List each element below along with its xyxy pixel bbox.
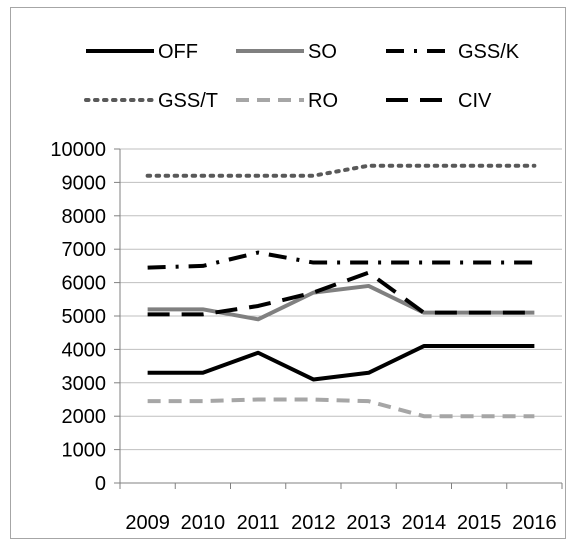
x-tick-label: 2016 [512, 512, 557, 534]
y-tick-label: 4000 [62, 339, 107, 361]
y-tick-label: 7000 [62, 239, 107, 261]
legend-label-gss-k: GSS/K [458, 41, 520, 63]
y-tick-label: 6000 [62, 273, 107, 295]
axes [114, 148, 563, 489]
y-axis-ticks: 0 1000 2000 3000 4000 5000 6000 7000 8000 9000 100… [50, 139, 106, 495]
series-line-gss-k [147, 250, 535, 270]
x-axis-ticks: 2009 2010 2011 2012 2013 2014 2015 2016 [125, 512, 556, 534]
legend-label-civ: CIV [458, 90, 492, 112]
x-tick-label: 2011 [237, 512, 280, 534]
series-line-ro [147, 397, 535, 419]
x-tick-label: 2010 [181, 512, 226, 534]
legend-label-gss-t: GSS/T [158, 90, 218, 112]
series-line-off [147, 344, 535, 382]
x-tick-label: 2013 [346, 512, 391, 534]
y-tick-label: 3000 [62, 373, 107, 395]
legend-label-so: SO [308, 41, 337, 63]
y-tick-label: 8000 [62, 206, 107, 228]
y-tick-label: 2000 [62, 406, 107, 428]
legend-label-ro: RO [308, 90, 338, 112]
gridlines [120, 148, 562, 451]
series-lines [145, 163, 537, 419]
x-tick-label: 2015 [457, 512, 502, 534]
x-tick-label: 2009 [125, 512, 170, 534]
y-tick-label: 0 [95, 473, 106, 495]
legend: OFF SO GSS/K GSS/T RO CIV [84, 41, 520, 112]
y-tick-label: 1000 [62, 440, 107, 462]
y-tick-label: 5000 [62, 306, 107, 328]
chart-frame [10, 7, 566, 539]
x-tick-label: 2014 [402, 512, 447, 534]
legend-label-off: OFF [158, 41, 198, 63]
y-tick-label: 10000 [50, 139, 106, 161]
series-line-gss-t [145, 163, 537, 178]
x-tick-label: 2012 [291, 512, 336, 534]
y-tick-label: 9000 [62, 172, 107, 194]
series-line-civ [147, 270, 535, 317]
